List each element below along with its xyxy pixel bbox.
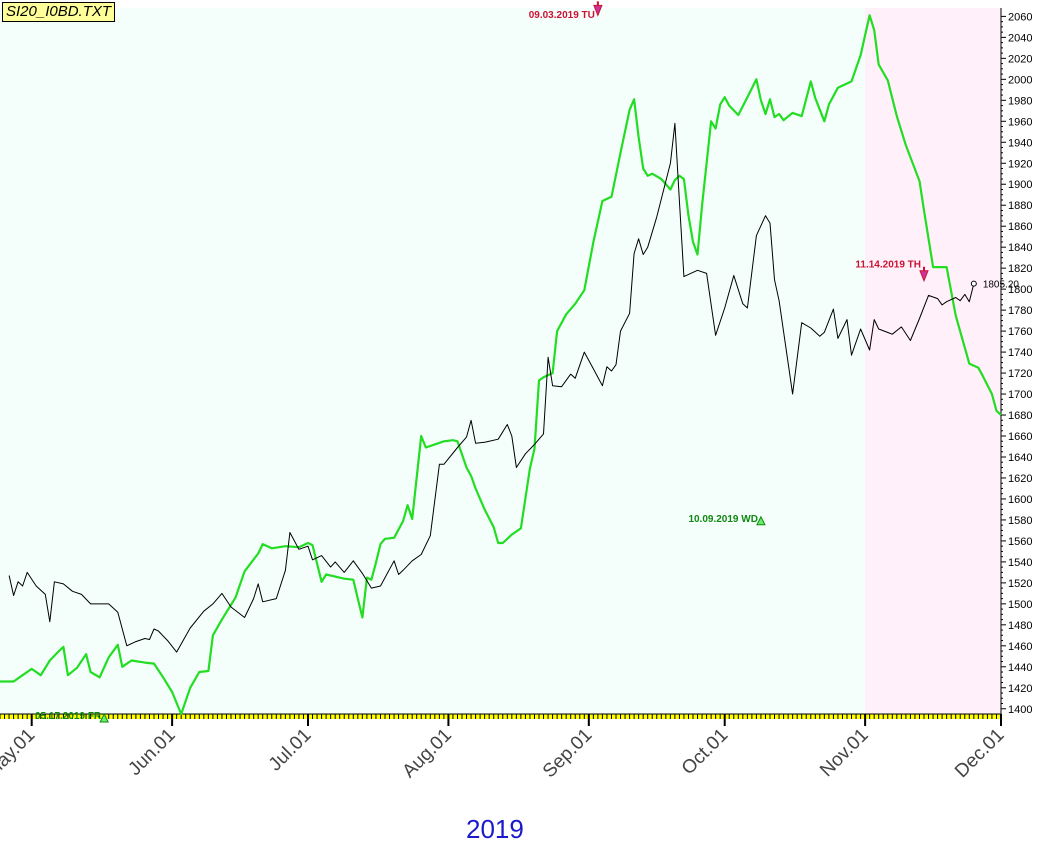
y-tick-label: 1620 <box>1008 473 1032 485</box>
y-tick-label: 1640 <box>1008 452 1032 464</box>
last-value-label: 1805.20 <box>983 280 1020 291</box>
y-tick-label: 2000 <box>1008 74 1032 86</box>
y-tick-label: 1820 <box>1008 263 1032 275</box>
y-tick-label: 1480 <box>1008 620 1032 632</box>
y-tick-label: 1540 <box>1008 557 1032 569</box>
y-tick-label: 1900 <box>1008 179 1032 191</box>
y-tick-label: 2040 <box>1008 32 1032 44</box>
year-label: 2019 <box>466 814 524 845</box>
y-tick-label: 1420 <box>1008 683 1032 695</box>
y-tick-label: 1520 <box>1008 578 1032 590</box>
y-tick-label: 1980 <box>1008 95 1032 107</box>
plot-background <box>0 8 1001 714</box>
y-tick-label: 1580 <box>1008 515 1032 527</box>
y-tick-label: 1940 <box>1008 137 1032 149</box>
x-tick-label: Nov.01 <box>816 725 872 781</box>
y-tick-label: 1400 <box>1008 704 1032 716</box>
y-tick-label: 1720 <box>1008 368 1032 380</box>
y-tick-label: 1780 <box>1008 305 1032 317</box>
y-tick-label: 1680 <box>1008 410 1032 422</box>
y-tick-label: 1960 <box>1008 116 1032 128</box>
y-tick-label: 1860 <box>1008 221 1032 233</box>
top-marker-label: 11.14.2019 TH <box>855 260 921 271</box>
y-tick-label: 1440 <box>1008 662 1032 674</box>
file-name-label: SI20_I0BD.TXT <box>2 2 115 22</box>
y-axis: 1400 1420 1440 1460 1480 1500 1520 1540 1560 1580… <box>1001 8 1032 716</box>
y-tick-label: 1560 <box>1008 536 1032 548</box>
x-tick-label: May.01 <box>0 725 39 783</box>
x-tick-label: Sep.01 <box>539 725 596 782</box>
y-tick-label: 1460 <box>1008 641 1032 653</box>
x-tick-label: Jul.01 <box>265 725 316 776</box>
y-tick-label: 1880 <box>1008 200 1032 212</box>
y-tick-label: 1840 <box>1008 242 1032 254</box>
y-tick-label: 2020 <box>1008 53 1032 65</box>
last-value-dot <box>971 281 976 286</box>
x-tick-label: Oct.01 <box>678 725 732 779</box>
bottom-marker-label: 05.17.2019 FR <box>35 711 102 722</box>
x-axis: May.01 Jun.01 Jul.01 Aug.01 Sep.01 Oct.01 Nov.… <box>0 714 1009 783</box>
top-marker-label: 09.03.2019 TU <box>529 10 595 21</box>
y-tick-label: 1600 <box>1008 494 1032 506</box>
y-tick-label: 2060 <box>1008 11 1032 23</box>
x-axis-strip <box>0 714 1001 719</box>
x-tick-label: Jun.01 <box>124 725 179 780</box>
y-tick-label: 1740 <box>1008 347 1032 359</box>
bottom-marker-label: 10.09.2019 WD <box>688 514 758 525</box>
x-tick-label: Aug.01 <box>399 725 456 782</box>
y-tick-label: 1700 <box>1008 389 1032 401</box>
y-tick-label: 1920 <box>1008 158 1032 170</box>
y-tick-label: 1500 <box>1008 599 1032 611</box>
x-tick-label: Dec.01 <box>951 725 1008 782</box>
projection-zone <box>865 8 1001 714</box>
y-tick-label: 1760 <box>1008 326 1032 338</box>
y-tick-label: 1660 <box>1008 431 1032 443</box>
